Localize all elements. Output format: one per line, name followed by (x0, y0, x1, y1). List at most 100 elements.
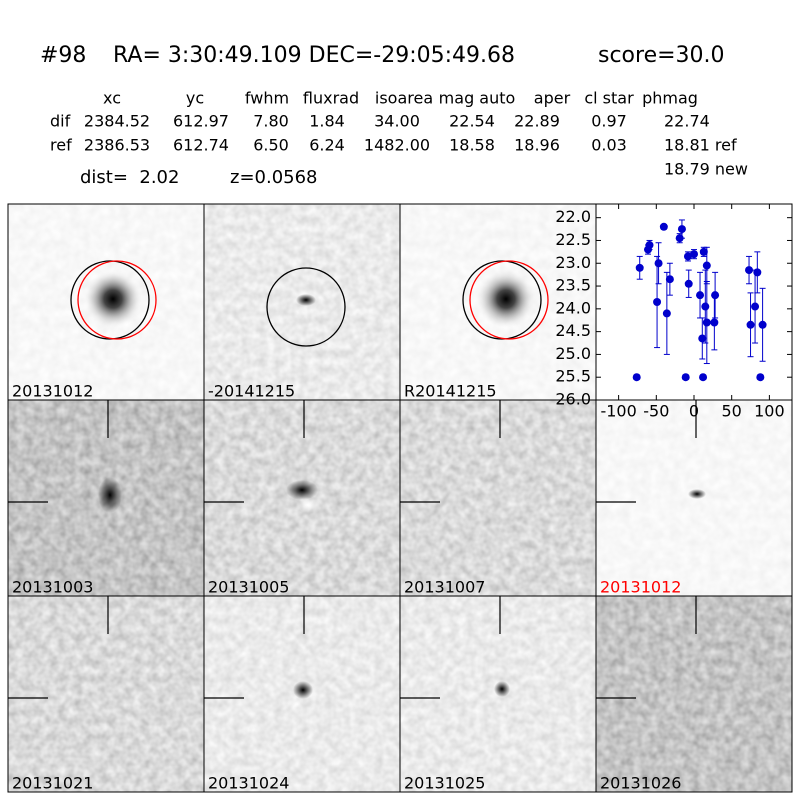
point (745, 266, 754, 275)
phmag-new: 18.79 new (664, 160, 748, 179)
column-header: mag auto (439, 89, 516, 108)
point (753, 268, 762, 277)
y-tick-label: 22.5 (555, 230, 591, 249)
column-header: phmag (642, 89, 698, 108)
panel-label: -20141215 (208, 382, 295, 401)
row-label: ref (50, 136, 72, 155)
image (400, 400, 596, 596)
column-header: yc (186, 89, 204, 108)
column-header: aper (534, 89, 571, 108)
dist: dist= 2.02 (80, 167, 179, 188)
y-tick-label: 25.5 (555, 367, 591, 386)
cell: 18.96 (514, 136, 560, 155)
y-tick-label: 24.5 (555, 321, 591, 340)
point (696, 291, 705, 300)
point (662, 309, 671, 318)
cell: 2386.53 (84, 136, 150, 155)
column-header: xc (103, 89, 121, 108)
panel-label: 20131012 (12, 382, 93, 401)
panel-label: 20131005 (208, 578, 289, 597)
point (677, 225, 686, 234)
cell: 18.81 ref (664, 136, 737, 155)
row-label: dif (50, 112, 71, 131)
column-header: fwhm (245, 89, 289, 108)
cell: 18.58 (449, 136, 495, 155)
point (710, 318, 719, 327)
cell: 34.00 (374, 112, 420, 131)
cell: 6.24 (309, 136, 345, 155)
cell: 612.97 (173, 112, 229, 131)
point (751, 302, 760, 311)
point (699, 247, 708, 256)
panel-label: 20131021 (12, 774, 93, 793)
point (702, 261, 711, 270)
panel-label: 20131025 (404, 774, 485, 793)
column-header: fluxrad (303, 89, 359, 108)
y-tick-label: 25.0 (555, 344, 591, 363)
point (711, 291, 720, 300)
x-tick-label: -50 (643, 402, 669, 421)
point (645, 241, 654, 250)
y-tick-label: 24.0 (555, 298, 591, 317)
point (690, 250, 698, 259)
cell: 6.50 (253, 136, 289, 155)
panel-label: 20131026 (600, 774, 681, 793)
cell: 1.84 (309, 112, 345, 131)
column-header: cl star (584, 89, 634, 108)
point (698, 334, 707, 343)
point (758, 320, 767, 329)
y-tick-label: 23.0 (555, 253, 591, 272)
point (654, 259, 663, 268)
source (293, 681, 313, 699)
point (746, 320, 755, 329)
point (653, 298, 662, 306)
cell: 22.89 (514, 112, 560, 131)
redshift: z=0.0568 (230, 167, 318, 188)
image-panels (7, 203, 793, 793)
score: score=30.0 (598, 43, 725, 68)
cell: 612.74 (173, 136, 229, 155)
cell: 22.54 (449, 112, 495, 131)
galaxy (83, 269, 143, 329)
circle (266, 267, 346, 347)
source (494, 681, 510, 697)
point (635, 263, 644, 272)
source (98, 477, 122, 513)
id: #98 (40, 43, 86, 68)
panel-label: 20131012 (600, 578, 681, 597)
column-header: isoarea (375, 89, 433, 108)
point (681, 373, 690, 382)
point (684, 279, 693, 288)
x-tick-label: 50 (722, 402, 742, 421)
x-tick-label: 100 (754, 402, 785, 421)
panel-label: 20131024 (208, 774, 289, 793)
cell: 0.03 (591, 136, 627, 155)
cell: 2384.52 (84, 112, 150, 131)
plot-frame (595, 203, 793, 401)
y-tick-label: 26.0 (555, 390, 591, 409)
y-tick-label: 22.0 (555, 207, 591, 226)
image (596, 596, 792, 792)
circle (77, 260, 157, 340)
point (702, 318, 711, 327)
circle (469, 260, 549, 340)
source (296, 294, 316, 306)
point (756, 373, 765, 382)
source (688, 489, 706, 499)
point (632, 373, 641, 382)
galaxy (476, 269, 536, 329)
source (296, 497, 320, 513)
cell: 22.74 (664, 112, 710, 131)
coords: RA= 3:30:49.109 DEC=-29:05:49.68 (113, 43, 515, 68)
point (683, 252, 692, 261)
point (699, 373, 708, 382)
panel-label: R20141215 (404, 382, 497, 401)
panel-label: 20131007 (404, 578, 485, 597)
x-tick-label: 0 (689, 402, 699, 421)
plot-area (596, 204, 792, 400)
crosshairs (8, 400, 697, 699)
source (286, 480, 318, 500)
point (659, 222, 668, 231)
cell: 0.97 (591, 112, 627, 131)
